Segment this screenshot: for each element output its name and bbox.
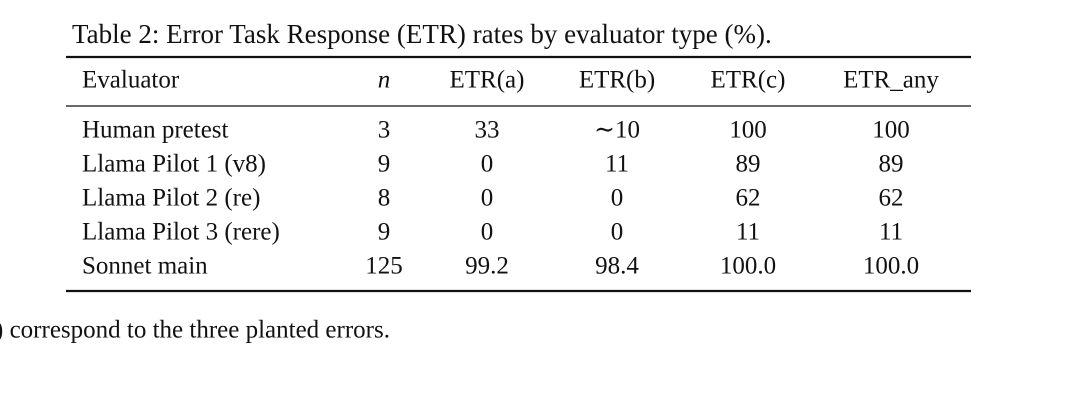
- table-cell: Sonnet main: [82, 253, 208, 280]
- header-cell: Evaluator: [82, 67, 180, 94]
- table-cell: 0: [611, 185, 624, 212]
- table-cell: 125: [365, 253, 403, 280]
- table-cell: Llama Pilot 2 (re): [82, 185, 260, 212]
- table-cell: 100: [872, 117, 910, 144]
- header-cell: ETR(a): [450, 67, 525, 94]
- table-cell: 9: [378, 219, 391, 246]
- table-cell: 100.0: [720, 253, 776, 280]
- table-cell: 11: [879, 219, 903, 246]
- table-cell: 0: [481, 151, 494, 178]
- header-cell: ETR(c): [711, 67, 786, 94]
- table-cell: 89: [879, 151, 904, 178]
- table-cell: Llama Pilot 3 (rere): [82, 219, 280, 246]
- table-cell: 100: [729, 117, 767, 144]
- table-cell: 8: [378, 185, 391, 212]
- table-cell: 33: [475, 117, 500, 144]
- header-cell: n: [378, 67, 391, 94]
- table-cell: 0: [611, 219, 624, 246]
- table-cell: Llama Pilot 1 (v8): [82, 151, 266, 178]
- table-cell: Human pretest: [82, 117, 229, 144]
- table-cell: 11: [736, 219, 760, 246]
- table-cell: 0: [481, 185, 494, 212]
- table-cell: 99.2: [465, 253, 509, 280]
- table-cell: 98.4: [595, 253, 639, 280]
- table-caption: Table 2: Error Task Response (ETR) rates…: [72, 19, 772, 49]
- header-cell: ETR(b): [579, 67, 655, 94]
- table-cell: 11: [605, 151, 629, 178]
- table-cell: 62: [736, 185, 761, 212]
- table-cell: 89: [736, 151, 761, 178]
- table-cell: 9: [378, 151, 391, 178]
- footnote: ) correspond to the three planted errors…: [0, 317, 390, 344]
- table-cell: ∼10: [594, 117, 640, 144]
- table-cell: 0: [481, 219, 494, 246]
- table-cell: 62: [879, 185, 904, 212]
- table-cell: 100.0: [863, 253, 919, 280]
- table-cell: 3: [378, 117, 391, 144]
- header-cell: ETR_any: [843, 67, 939, 94]
